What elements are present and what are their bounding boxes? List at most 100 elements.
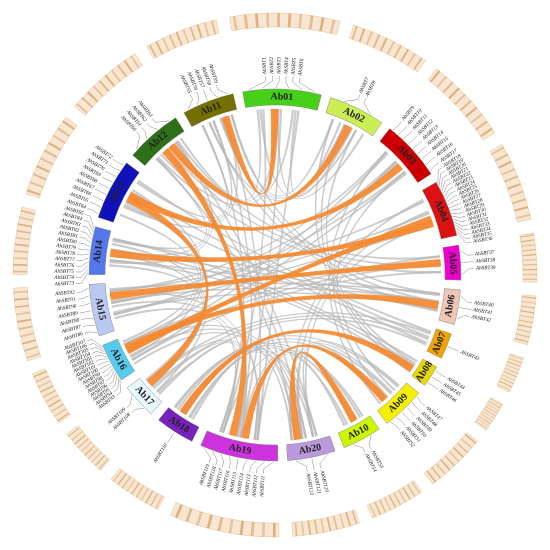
gene-label: AhSBT33 — [469, 221, 491, 232]
gene-leader-line — [76, 257, 89, 261]
density-stripe — [112, 469, 123, 482]
density-stripe — [505, 364, 520, 371]
chromosome-ab15 — [88, 283, 115, 337]
gene-leader-line — [76, 268, 89, 278]
gene-leader-line — [77, 248, 90, 251]
density-stripe — [98, 80, 110, 92]
density-stripe — [326, 517, 332, 532]
density-stripe — [131, 482, 140, 495]
density-stripe — [217, 516, 224, 532]
density-stripe — [486, 403, 500, 412]
gene-label: AhSBT39 — [475, 265, 496, 272]
density-stripe — [497, 383, 511, 391]
gene-leader-line — [105, 170, 117, 177]
density-stripe — [37, 380, 52, 388]
density-stripe — [48, 399, 61, 408]
density-stripe — [498, 380, 513, 388]
density-stripe — [35, 375, 49, 383]
chromosome-ab10 — [337, 415, 380, 448]
gene-leader-line — [87, 208, 99, 214]
density-stripe — [51, 403, 64, 413]
gene-leader-line — [455, 224, 469, 231]
chromosome-ab18 — [158, 407, 200, 442]
chromosome-label: Ab14 — [92, 239, 106, 263]
gene-leader-line — [87, 339, 103, 347]
gene-leader-line — [426, 156, 436, 165]
chromosome-ab13 — [97, 162, 140, 223]
gene-leader-line — [93, 355, 107, 358]
density-stripe — [426, 470, 437, 483]
gene-leader-line — [311, 458, 315, 471]
gene-leader-line — [295, 460, 308, 472]
density-stripe — [14, 297, 29, 301]
density-stripe — [26, 189, 41, 196]
chromosome-label: Ab19 — [228, 442, 253, 457]
density-stripe — [43, 149, 58, 159]
density-stripe — [460, 438, 473, 449]
density-stripe — [470, 113, 483, 124]
gene-leader-line — [353, 444, 366, 453]
density-stripe — [521, 296, 537, 299]
density-stripe — [84, 445, 96, 456]
density-stripe — [196, 24, 203, 39]
gene-label: AhSBT75 — [53, 269, 74, 275]
density-stripe — [504, 367, 518, 374]
gene-leader-line — [109, 164, 120, 171]
gene-leader-line — [203, 89, 208, 101]
density-stripe — [464, 433, 477, 444]
density-stripe — [45, 394, 59, 403]
gene-leader-line — [412, 140, 423, 149]
gene-leader-line — [445, 190, 456, 200]
chromosome-label: Ab05 — [446, 251, 459, 274]
gene-leader-line — [204, 448, 211, 463]
gene-label: AhSBT34 — [470, 225, 492, 236]
density-stripe — [501, 374, 516, 381]
density-segment-ab13 — [25, 116, 78, 199]
density-stripe — [374, 501, 382, 516]
density-stripe — [379, 37, 388, 52]
gene-leader-line — [401, 412, 411, 422]
density-stripe — [33, 370, 47, 378]
gene-leader-line — [412, 401, 421, 412]
gene-label: AhSBT117 — [213, 468, 225, 492]
gene-leader-line — [78, 303, 91, 307]
density-stripe — [162, 37, 170, 52]
density-stripe — [13, 263, 28, 267]
gene-leader-line — [460, 295, 473, 303]
density-stripe — [365, 31, 373, 45]
highlighted-link — [109, 258, 441, 300]
density-stripe — [397, 489, 407, 503]
density-stripe — [429, 70, 441, 83]
gene-leader-line — [98, 182, 110, 189]
density-stripe — [503, 370, 517, 378]
gene-leader-line — [92, 351, 106, 355]
density-stripe — [459, 100, 472, 112]
gene-leader-line — [249, 460, 256, 473]
density-stripe — [400, 48, 409, 62]
density-stripe — [386, 41, 395, 55]
gene-label: AhSBT36 — [472, 236, 494, 245]
density-stripe — [32, 173, 47, 181]
gene-leader-line — [292, 76, 303, 91]
highlighted-link — [179, 329, 415, 416]
density-stripe — [456, 442, 469, 454]
density-stripe — [294, 522, 298, 537]
density-stripe — [329, 19, 336, 34]
gene-leader-line — [461, 261, 474, 263]
chromosome-ab17 — [126, 377, 163, 415]
gene-label: AhSBT3 — [276, 57, 282, 76]
chromosome-ab07 — [426, 328, 452, 359]
gene-label: AhSBT73 — [53, 281, 74, 288]
gene-leader-line — [429, 162, 440, 171]
background-link — [325, 129, 417, 365]
density-stripe — [243, 14, 249, 29]
gene-leader-line — [459, 307, 471, 310]
gene-label: AhSBT6 — [297, 58, 305, 77]
gene-leader-line — [196, 91, 199, 105]
gene-leader-line — [77, 253, 90, 256]
density-stripe — [20, 332, 35, 338]
density-stripe — [42, 389, 56, 398]
chromosome-ab20 — [286, 435, 336, 461]
gene-leader-line — [228, 456, 231, 469]
density-stripe — [57, 127, 71, 137]
